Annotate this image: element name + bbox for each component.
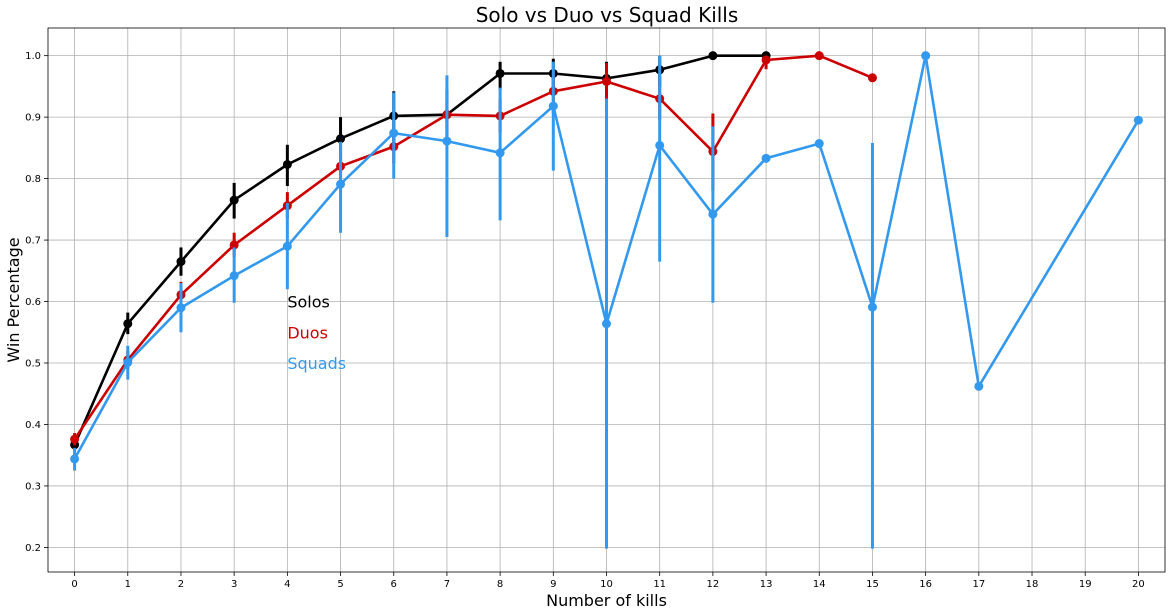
x-axis-label: Number of kills — [546, 591, 667, 610]
squads-point — [814, 139, 824, 149]
x-tick-label: 8 — [497, 579, 503, 590]
squads-point — [761, 153, 771, 163]
y-tick-label: 0.4 — [25, 420, 41, 431]
solos-point — [708, 51, 718, 61]
legend-label-squads: Squads — [287, 354, 346, 373]
y-tick-label: 0.2 — [25, 543, 41, 554]
duos-point — [70, 434, 80, 444]
duos-point — [229, 240, 239, 250]
x-tick-label: 6 — [391, 579, 397, 590]
y-tick-label: 0.5 — [25, 359, 41, 370]
x-tick-label: 16 — [919, 579, 932, 590]
legend-label-duos: Duos — [287, 323, 328, 342]
squads-point — [70, 454, 80, 464]
squads-point — [123, 357, 133, 367]
solos-line — [73, 54, 767, 446]
squads-point — [708, 209, 718, 219]
y-tick-label: 0.9 — [25, 113, 41, 124]
x-tick-label: 17 — [972, 579, 985, 590]
x-tick-label: 4 — [284, 579, 290, 590]
squads-point — [229, 271, 239, 281]
squads-point — [655, 140, 665, 150]
duos-line — [73, 54, 873, 440]
x-tick-label: 10 — [600, 579, 613, 590]
legend-annotations: Solos Duos Squads — [287, 293, 346, 373]
y-tick-label: 0.7 — [25, 236, 41, 247]
chart-title: Solo vs Duo vs Squad Kills — [476, 3, 739, 27]
solos-point — [123, 319, 133, 329]
solos-point — [229, 195, 239, 205]
x-tick-label: 18 — [1026, 579, 1039, 590]
y-tick-label: 0.8 — [25, 174, 41, 185]
x-tick-label: 7 — [444, 579, 450, 590]
x-tick-label: 15 — [866, 579, 879, 590]
duos-point — [867, 73, 877, 83]
y-tick-label: 0.3 — [25, 481, 41, 492]
duos-point — [602, 76, 611, 86]
duos-point — [814, 51, 824, 61]
series-squads — [70, 51, 1143, 549]
x-tick-label: 3 — [231, 579, 237, 590]
legend-label-solos: Solos — [287, 293, 330, 312]
x-tick-label: 9 — [550, 579, 556, 590]
duos-point — [761, 55, 771, 65]
x-tick-label: 19 — [1079, 579, 1092, 590]
x-tick-label: 2 — [178, 579, 184, 590]
squads-point — [495, 148, 505, 158]
solos-point — [176, 257, 186, 267]
squads-point — [176, 303, 186, 313]
solos-point — [282, 159, 292, 169]
squads-point — [974, 381, 984, 391]
axis-ticks: 0 1 2 3 4 5 6 7 8 9 10 11 12 13 14 15 16 17 18 19 200.20.30.… — [25, 51, 1145, 590]
x-tick-label: 14 — [813, 579, 826, 590]
squads-point — [602, 319, 611, 329]
x-tick-label: 12 — [707, 579, 720, 590]
series-layer — [70, 51, 1143, 549]
x-tick-label: 5 — [337, 579, 343, 590]
y-tick-label: 1.0 — [25, 51, 41, 62]
squads-point — [389, 128, 399, 138]
y-tick-label: 0.6 — [25, 297, 41, 308]
squads-point — [1133, 115, 1143, 125]
squads-point — [867, 302, 877, 312]
squads-point — [336, 179, 346, 189]
x-tick-label: 1 — [125, 579, 131, 590]
squads-point — [442, 136, 452, 146]
x-tick-label: 11 — [653, 579, 666, 590]
x-tick-label: 20 — [1132, 579, 1145, 590]
y-axis-label: Win Percentage — [4, 237, 23, 362]
solos-point — [336, 134, 346, 144]
squads-point — [548, 101, 558, 111]
x-tick-label: 0 — [71, 579, 77, 590]
x-tick-label: 13 — [760, 579, 773, 590]
series-solos — [70, 51, 771, 451]
squads-point — [282, 241, 292, 251]
solos-point — [495, 68, 505, 78]
squads-point — [921, 51, 931, 61]
